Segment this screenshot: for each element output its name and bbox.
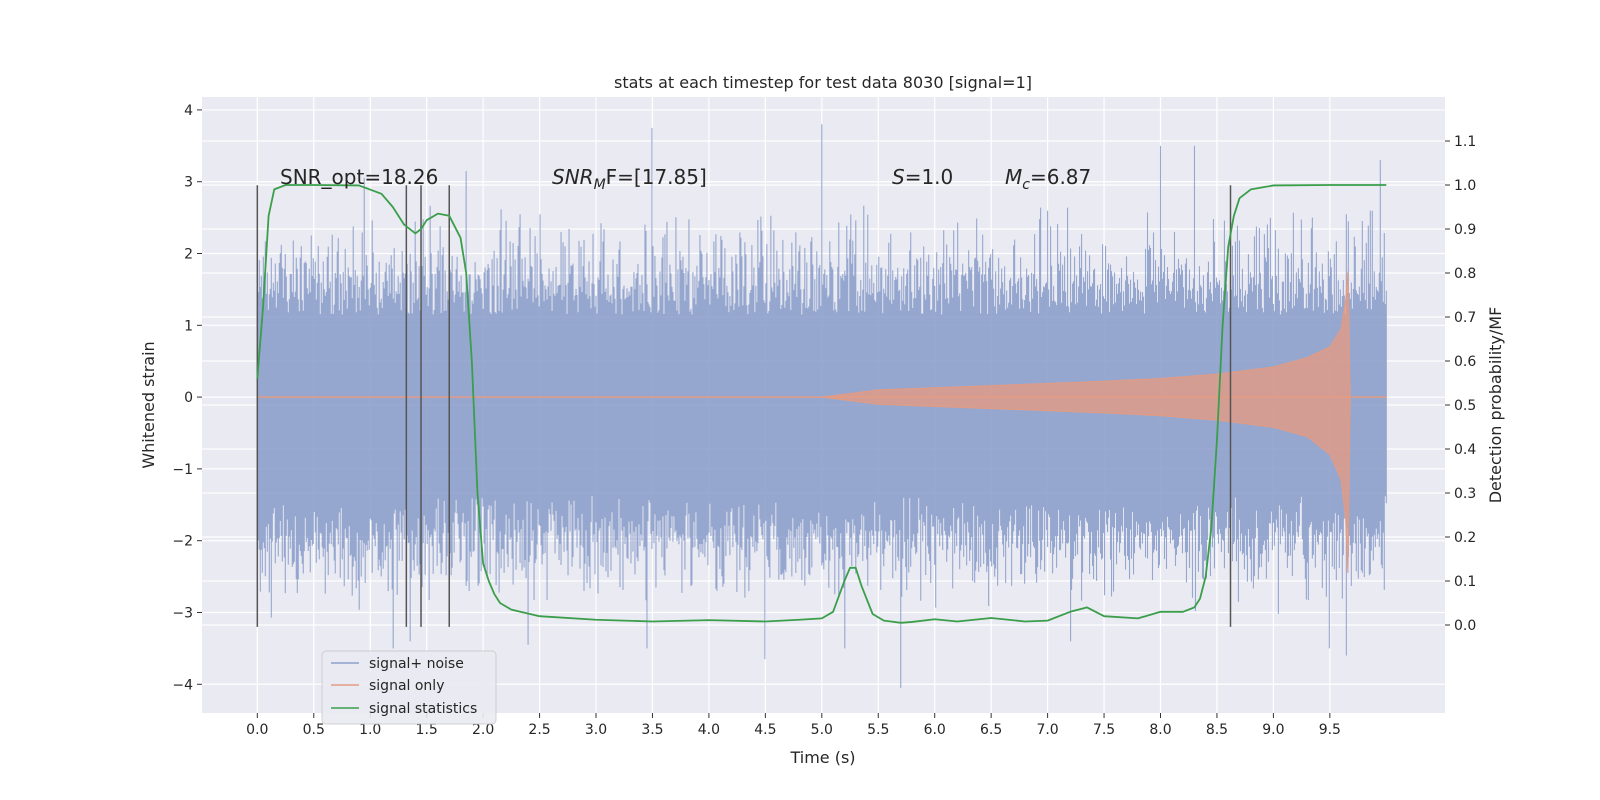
snr-mf-subscript: M: [594, 177, 606, 193]
y2-tick-label: 0.2: [1454, 530, 1476, 546]
x-tick-label: 7.5: [1093, 722, 1115, 738]
y-tick-label: 0: [184, 390, 193, 406]
annotation-mc: Mc=6.87: [1005, 165, 1091, 193]
signal-statistics-line: [256, 184, 1387, 624]
x-tick-label: 8.5: [1206, 722, 1228, 738]
annotation-snr-opt: SNR_opt=18.26: [280, 165, 438, 189]
y-tick-label: −2: [172, 534, 193, 550]
chart-title: stats at each timestep for test data 803…: [614, 73, 1032, 92]
y2-tick-label: 0.7: [1454, 310, 1476, 326]
x-tick-label: 4.5: [754, 722, 776, 738]
y-tick-label: 2: [184, 247, 193, 263]
y-tick-label: −4: [172, 677, 193, 693]
y-axis-label: Whitened strain: [139, 341, 158, 468]
snr-mf-main: SNR: [552, 165, 594, 189]
mc-subscript: c: [1022, 177, 1030, 193]
x-tick-label: 1.0: [359, 722, 381, 738]
vertical-markers: [256, 185, 1232, 627]
y2-tick-label: 0.4: [1454, 442, 1476, 458]
mc-value: =6.87: [1030, 165, 1091, 189]
x-tick-label: 4.0: [698, 722, 720, 738]
legend-box: [321, 650, 497, 725]
y2-tick-label: 0.0: [1454, 618, 1476, 634]
y2-tick-label: 0.1: [1454, 574, 1476, 590]
y2-tick-label: 0.9: [1454, 222, 1476, 238]
y2-tick-label: 0.3: [1454, 486, 1476, 502]
legend-label-signal-statistics: signal statistics: [369, 701, 477, 717]
x-tick-label: 6.0: [924, 722, 946, 738]
x-tick-label: 3.5: [641, 722, 663, 738]
y2-tick-label: 0.8: [1454, 266, 1476, 282]
y-tick-label: 4: [184, 103, 193, 119]
snr-mf-value: F=[17.85]: [606, 165, 707, 189]
axis-ticks: 0.0 0.5 1.0 1.5 2.0 2.5 3.0 3.5 4.0 4.5 5.0 5.5 6.0 6…: [172, 103, 1476, 738]
x-tick-label: 2.5: [528, 722, 550, 738]
x-tick-label: 9.5: [1319, 722, 1341, 738]
x-tick-label: 9.0: [1262, 722, 1284, 738]
x-tick-label: 6.5: [980, 722, 1002, 738]
x-tick-label: 0.5: [303, 722, 325, 738]
y2-tick-label: 0.6: [1454, 354, 1476, 370]
x-axis-label: Time (s): [789, 748, 855, 767]
s-main: S: [892, 165, 905, 189]
s-value: =1.0: [905, 165, 954, 189]
y2-tick-label: 1.1: [1454, 134, 1476, 150]
y2-tick-label: 0.5: [1454, 398, 1476, 414]
x-tick-label: 8.0: [1149, 722, 1171, 738]
x-tick-label: 2.0: [472, 722, 494, 738]
y2-axis-label: Detection probability/MF: [1486, 307, 1505, 504]
series-signal-only: [256, 271, 1387, 574]
y-tick-label: −1: [172, 462, 193, 478]
series-signal-statistics: [256, 184, 1387, 624]
annotation-snr-mf: SNRMF=[17.85]: [552, 165, 707, 193]
y-tick-label: 3: [184, 175, 193, 191]
x-tick-label: 5.0: [811, 722, 833, 738]
x-tick-label: 5.5: [867, 722, 889, 738]
legend-label-signal-noise: signal+ noise: [369, 656, 464, 672]
y-tick-label: 1: [184, 318, 193, 334]
y-tick-label: −3: [172, 605, 193, 621]
legend: signal+ noise signal only signal statist…: [321, 650, 497, 725]
y2-tick-label: 1.0: [1454, 178, 1476, 194]
x-tick-label: 1.5: [416, 722, 438, 738]
x-tick-label: 0.0: [246, 722, 268, 738]
mc-main: M: [1005, 165, 1022, 189]
x-tick-label: 3.0: [585, 722, 607, 738]
annotation-s: S=1.0: [892, 165, 953, 189]
x-tick-label: 7.0: [1036, 722, 1058, 738]
legend-label-signal-only: signal only: [369, 678, 444, 694]
